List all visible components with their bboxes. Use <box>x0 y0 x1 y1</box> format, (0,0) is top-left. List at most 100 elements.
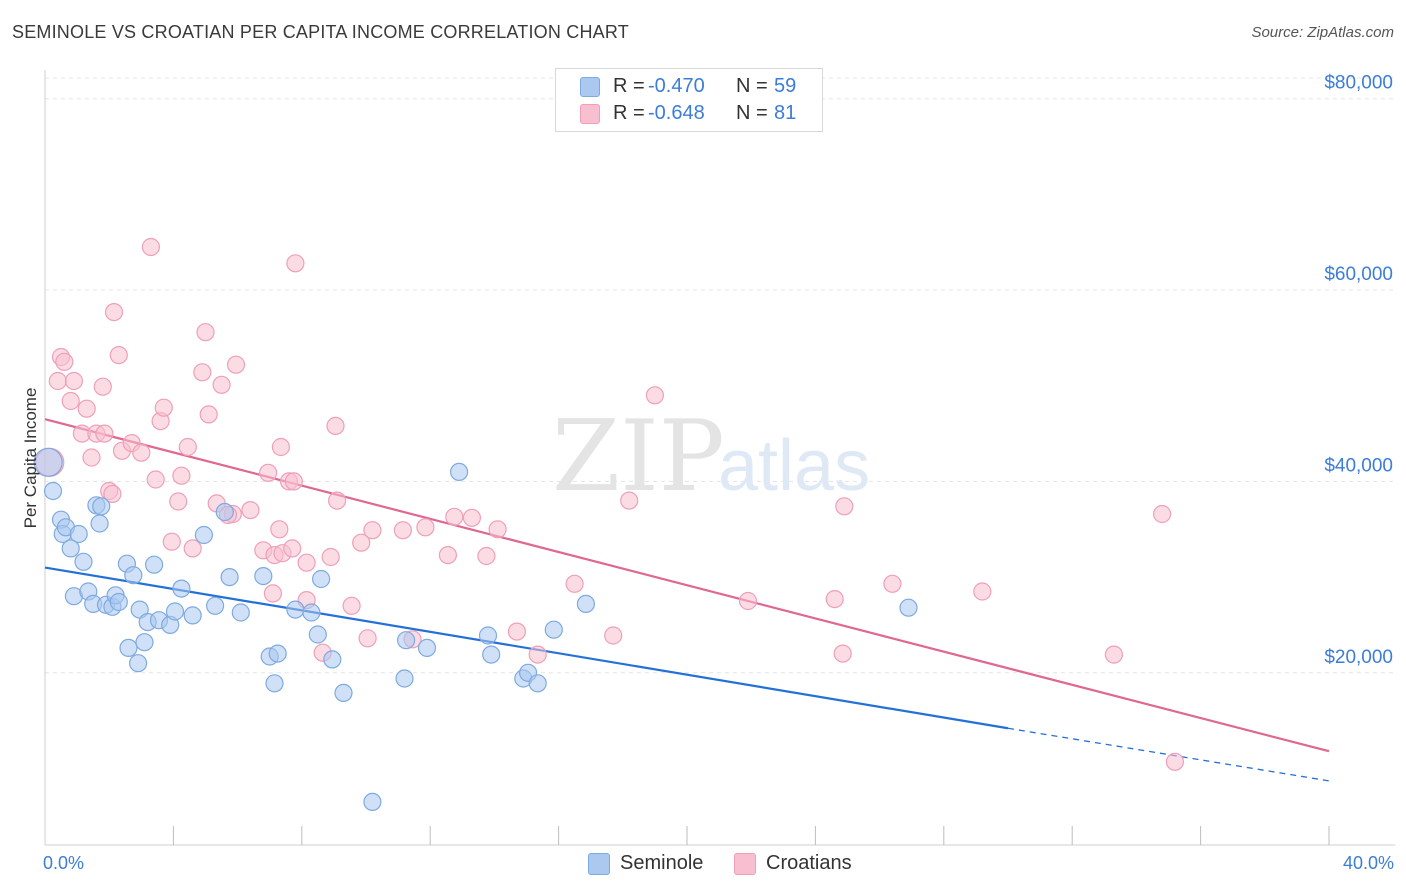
croatians-point <box>132 443 151 462</box>
croatians-point <box>1165 752 1185 771</box>
seminole-point <box>92 497 111 516</box>
correlation-legend: R = -0.470 N = 59 R = -0.648 N = 81 <box>555 68 823 132</box>
seminole-point <box>397 631 416 650</box>
croatians-point <box>82 448 101 467</box>
croatians-point <box>326 416 345 435</box>
croatians-point <box>95 424 114 443</box>
seminole-point <box>576 594 596 614</box>
x-tick-label: 40.0% <box>1343 853 1394 873</box>
seminole-point <box>482 645 501 664</box>
legend-r-label: R = <box>613 75 645 97</box>
chart-title: SEMINOLE VS CROATIAN PER CAPITA INCOME C… <box>12 22 629 42</box>
croatians-point <box>169 492 188 511</box>
seminole-swatch-icon <box>580 77 600 97</box>
croatians-point <box>64 371 84 391</box>
seminole-point <box>206 596 225 615</box>
y-tick-label: $40,000 <box>1324 455 1393 476</box>
legend-r-label: R = <box>613 102 645 124</box>
croatians-point <box>212 375 231 394</box>
croatians-point <box>55 352 74 371</box>
croatians-point <box>488 520 507 539</box>
seminole-point <box>265 674 284 693</box>
source-label: Source: ZipAtlas.com <box>1251 24 1394 41</box>
seminole-trend-extension <box>1007 727 1330 782</box>
croatians-point <box>283 539 302 558</box>
croatians-point <box>393 521 412 540</box>
seminole-point <box>172 579 191 598</box>
croatians-point <box>93 377 112 396</box>
seminole-point <box>308 625 327 644</box>
croatians-point <box>604 626 623 645</box>
croatians-point <box>226 355 246 374</box>
croatians-point <box>445 507 464 526</box>
croatians-point <box>738 591 758 611</box>
seminole-point <box>194 525 213 545</box>
croatians-point <box>507 622 527 641</box>
seminole-point <box>215 502 234 522</box>
croatians-point <box>565 574 584 593</box>
croatians-point <box>352 533 371 552</box>
croatians-swatch-icon <box>580 104 600 124</box>
seminole-point <box>323 650 342 669</box>
croatians-point <box>363 521 382 540</box>
trend-layer <box>44 418 1330 782</box>
croatians-point <box>528 645 547 664</box>
croatians-point <box>297 553 316 572</box>
seminole-point <box>450 462 469 481</box>
croatians-point <box>241 501 260 520</box>
croatians-point <box>183 539 202 558</box>
seminole-point <box>129 654 148 673</box>
legend-n-value: 59 <box>774 75 797 97</box>
croatians-point <box>263 584 282 603</box>
croatians-point <box>835 497 854 516</box>
seminole-point <box>312 569 331 589</box>
croatians-point <box>321 547 340 567</box>
y-tick-label: $60,000 <box>1324 264 1393 285</box>
seminole-point <box>124 566 143 585</box>
legend-n-label: N = <box>736 75 768 97</box>
croatians-point <box>1104 645 1124 664</box>
seminole-point <box>286 600 305 619</box>
croatians-point <box>833 644 852 663</box>
legend-r-value: -0.470 <box>648 75 705 97</box>
croatians-point <box>883 574 902 593</box>
croatians-point <box>48 371 67 391</box>
seminole-point <box>231 603 250 622</box>
seminole-point <box>268 644 287 663</box>
croatians-point <box>193 363 212 382</box>
seminole-point <box>109 592 128 612</box>
croatians-point <box>477 546 496 566</box>
croatians-point <box>438 545 457 565</box>
croatians-point <box>825 589 844 609</box>
croatians-point <box>462 508 481 527</box>
grid-layer <box>45 77 1395 674</box>
croatians-point <box>328 491 347 510</box>
croatians-point <box>196 323 215 342</box>
croatians-point <box>146 470 165 489</box>
croatians-point <box>259 463 278 482</box>
watermark: ZIP atlas <box>552 400 870 514</box>
seminole-point <box>334 683 353 703</box>
seminole-legend-label: Seminole <box>620 852 704 874</box>
x-tick-label: 0.0% <box>43 853 84 873</box>
legend-n-label: N = <box>736 102 768 124</box>
croatians-point <box>172 466 191 485</box>
croatians-trend-line <box>44 418 1330 753</box>
croatians-point <box>77 399 96 418</box>
legend-r-value: -0.648 <box>648 102 705 124</box>
points-layer <box>33 237 1185 812</box>
seminole-point <box>145 555 164 574</box>
croatians-point <box>103 484 122 503</box>
seminole-point <box>90 514 109 533</box>
croatians-point <box>109 346 128 365</box>
seminole-point <box>544 620 563 639</box>
croatians-point <box>284 472 303 491</box>
seminole-point <box>363 792 382 812</box>
croatians-point <box>342 596 361 615</box>
watermark-zip: ZIP <box>552 400 725 514</box>
croatians-legend-icon <box>734 853 756 875</box>
seminole-point <box>165 602 185 621</box>
y-tick-label: $20,000 <box>1324 647 1393 668</box>
croatians-point <box>1152 504 1172 524</box>
